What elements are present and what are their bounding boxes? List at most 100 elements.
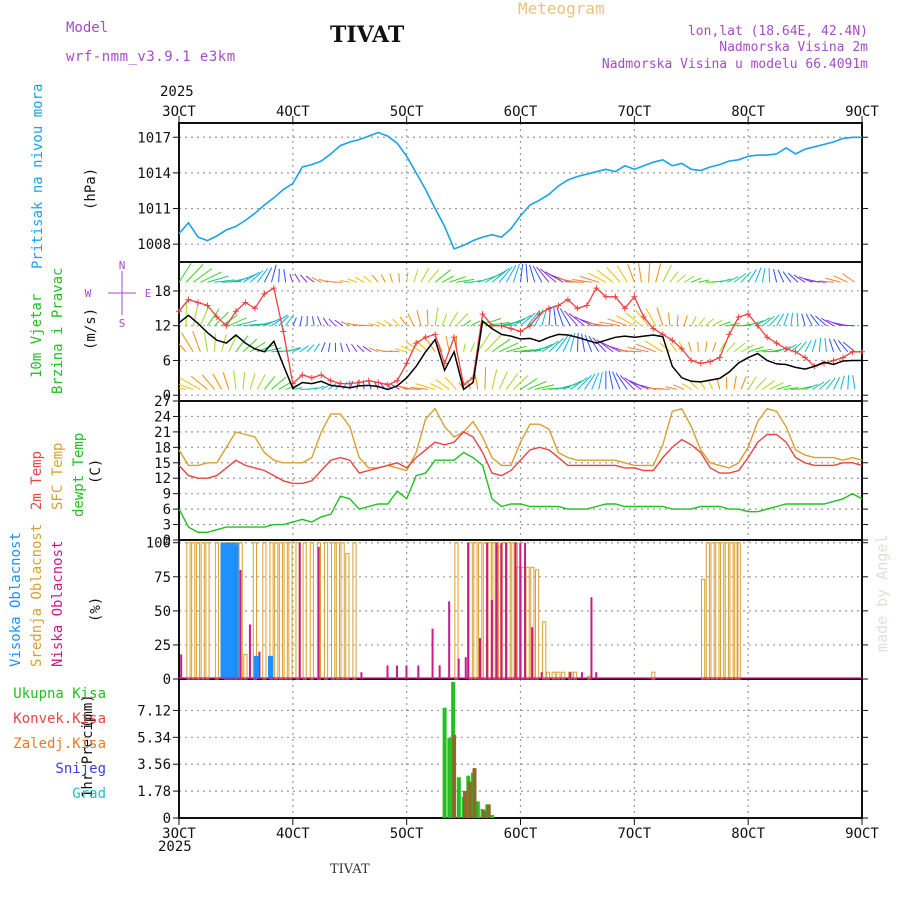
mid-cloud-bar xyxy=(200,542,205,680)
gust-marker xyxy=(479,311,486,318)
wind-arrow xyxy=(271,314,288,327)
wind-arrow xyxy=(317,316,322,326)
wind-arrow xyxy=(484,367,487,390)
x-tick-label-bottom: 4OCT xyxy=(276,826,310,842)
low-cloud-bar xyxy=(505,542,508,679)
station-title: TIVAT xyxy=(330,22,405,48)
mid-cloud-bar xyxy=(734,542,739,680)
y-tick-label: 0 xyxy=(163,672,171,688)
gust-marker xyxy=(176,308,182,315)
wind-arrow xyxy=(314,385,325,390)
wind-arrow xyxy=(847,375,850,390)
wind-arrow xyxy=(491,268,510,283)
low-cloud-bar xyxy=(180,654,183,679)
wind-arrow xyxy=(588,272,607,283)
wind-arrow xyxy=(498,371,508,390)
low-cloud-bar xyxy=(417,665,420,679)
y-tick-label: 24 xyxy=(154,409,171,425)
gust-marker xyxy=(612,293,619,300)
mid-cloud-bar xyxy=(214,542,220,680)
convective-precip-bar xyxy=(452,734,457,818)
y-tick-label: 21 xyxy=(154,425,171,441)
mid-cloud-bar xyxy=(278,542,284,680)
wind-arrow xyxy=(228,317,247,327)
wind-arrow xyxy=(179,383,194,390)
wind-arrow xyxy=(754,267,762,283)
wind-arrow xyxy=(278,315,290,327)
wind-arrow xyxy=(192,304,199,326)
gust-marker xyxy=(299,371,306,378)
wind-arrow xyxy=(456,278,475,283)
wind-arrow xyxy=(662,264,672,283)
wind-arrow xyxy=(179,387,187,390)
wind-arrow xyxy=(612,371,621,390)
wind-arrow xyxy=(392,318,400,327)
wind-arrow xyxy=(520,263,524,283)
wind-arrow xyxy=(529,264,536,283)
wind-arrow xyxy=(214,279,235,283)
wind-arrow xyxy=(203,332,208,352)
wind-arrow xyxy=(673,384,685,390)
low-cloud-bar xyxy=(490,599,493,679)
y-tick-label: 1008 xyxy=(137,237,171,253)
mid-cloud-bar xyxy=(561,671,566,680)
wind-arrow xyxy=(192,331,201,352)
wind-arrow xyxy=(212,373,223,390)
low-cloud-bar xyxy=(405,665,408,679)
convective-precip-bar xyxy=(463,790,468,818)
gust-marker xyxy=(185,296,192,303)
wind-arrow xyxy=(804,383,818,390)
mid-cloud-bar xyxy=(262,542,267,680)
mid-cloud-bar xyxy=(295,542,300,680)
wind-arrow xyxy=(292,387,303,390)
wind-arrow xyxy=(192,268,213,283)
gust-marker xyxy=(545,305,552,312)
wind-arrow xyxy=(726,322,740,327)
wind-arrow xyxy=(347,278,358,283)
gust-marker xyxy=(251,305,258,312)
wind-arrow xyxy=(512,263,520,283)
wind-arrow xyxy=(776,313,785,326)
mid-cloud-bar xyxy=(520,566,525,680)
wind-arrow xyxy=(588,336,600,353)
y-tick-label: 25 xyxy=(154,638,171,654)
convective-precip-bar xyxy=(486,804,491,818)
wind-arrow xyxy=(793,274,806,283)
wind-arrow xyxy=(389,350,400,353)
mid-cloud-bar xyxy=(572,671,578,680)
legend-snow: Snijeg xyxy=(55,761,106,777)
mid-cloud-bar xyxy=(309,542,314,680)
wind-arrow xyxy=(484,334,502,353)
wind-arrow xyxy=(645,308,657,326)
gust-marker xyxy=(223,322,230,329)
wind-arrow xyxy=(318,278,329,283)
wind-arrow xyxy=(441,275,455,283)
mid-cloud-bar xyxy=(473,542,478,680)
wind-arrow xyxy=(608,370,614,390)
convective-precip-bar xyxy=(472,768,477,818)
gust-marker xyxy=(631,293,638,300)
wind-arrow xyxy=(818,280,834,283)
wind-arrow xyxy=(491,338,511,353)
wind-arrow xyxy=(804,340,812,353)
wind-arrow xyxy=(690,316,697,326)
y-tick-label: 7.12 xyxy=(137,703,171,719)
wind-arrow xyxy=(688,341,692,352)
gust-marker xyxy=(517,328,524,335)
wind-arrow xyxy=(553,306,557,326)
mid-cloud-bar xyxy=(525,566,530,680)
wind-arrow xyxy=(777,269,785,283)
wind-arrow xyxy=(342,381,348,390)
wind-arrow xyxy=(790,312,794,326)
wind-arrow xyxy=(581,333,586,352)
total-precip-bar xyxy=(447,737,452,818)
wind-arrow xyxy=(249,373,256,390)
gust-marker xyxy=(621,305,628,312)
gust-marker xyxy=(394,377,401,384)
wind-arrow xyxy=(300,274,308,283)
wind-arrow xyxy=(801,313,806,326)
wind-arrow xyxy=(598,371,603,390)
wind-arrow xyxy=(541,340,559,353)
wind-arrow xyxy=(762,380,775,390)
wind-arrow xyxy=(683,275,695,283)
